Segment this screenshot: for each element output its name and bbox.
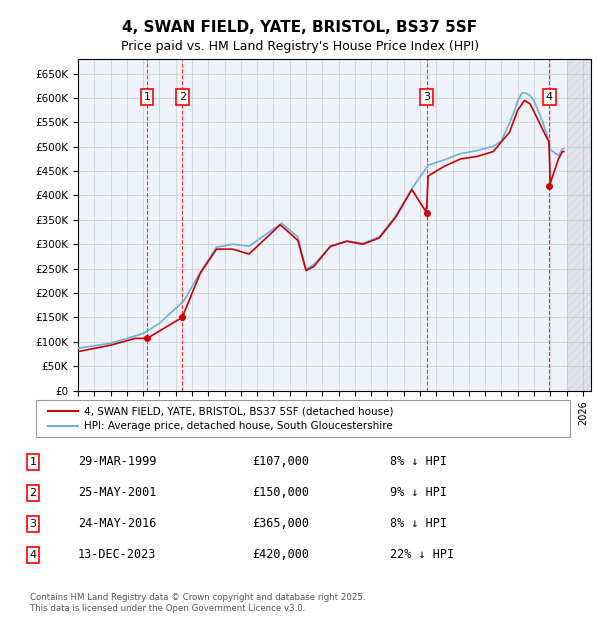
Text: 3: 3	[29, 519, 37, 529]
Text: HPI: Average price, detached house, South Gloucestershire: HPI: Average price, detached house, Sout…	[84, 421, 393, 431]
Text: 4: 4	[29, 550, 37, 560]
Text: 25-MAY-2001: 25-MAY-2001	[78, 487, 157, 499]
Text: 1: 1	[29, 457, 37, 467]
Text: £150,000: £150,000	[252, 487, 309, 499]
Bar	[566, 59, 591, 391]
Text: 2: 2	[179, 92, 186, 102]
Text: £365,000: £365,000	[252, 518, 309, 530]
Text: 29-MAR-1999: 29-MAR-1999	[78, 456, 157, 468]
Text: £420,000: £420,000	[252, 549, 309, 561]
Text: 22% ↓ HPI: 22% ↓ HPI	[390, 549, 454, 561]
Text: 2: 2	[29, 488, 37, 498]
Text: £107,000: £107,000	[252, 456, 309, 468]
Text: 24-MAY-2016: 24-MAY-2016	[78, 518, 157, 530]
Text: 3: 3	[423, 92, 430, 102]
Text: 8% ↓ HPI: 8% ↓ HPI	[390, 518, 447, 530]
Text: 13-DEC-2023: 13-DEC-2023	[78, 549, 157, 561]
Text: 4, SWAN FIELD, YATE, BRISTOL, BS37 5SF: 4, SWAN FIELD, YATE, BRISTOL, BS37 5SF	[122, 20, 478, 35]
Text: Price paid vs. HM Land Registry's House Price Index (HPI): Price paid vs. HM Land Registry's House …	[121, 40, 479, 53]
Text: Contains HM Land Registry data © Crown copyright and database right 2025.
This d: Contains HM Land Registry data © Crown c…	[30, 593, 365, 613]
Text: 9% ↓ HPI: 9% ↓ HPI	[390, 487, 447, 499]
Text: 4, SWAN FIELD, YATE, BRISTOL, BS37 5SF (detached house): 4, SWAN FIELD, YATE, BRISTOL, BS37 5SF (…	[84, 406, 394, 416]
Text: 4: 4	[546, 92, 553, 102]
Text: 8% ↓ HPI: 8% ↓ HPI	[390, 456, 447, 468]
Text: 1: 1	[143, 92, 151, 102]
